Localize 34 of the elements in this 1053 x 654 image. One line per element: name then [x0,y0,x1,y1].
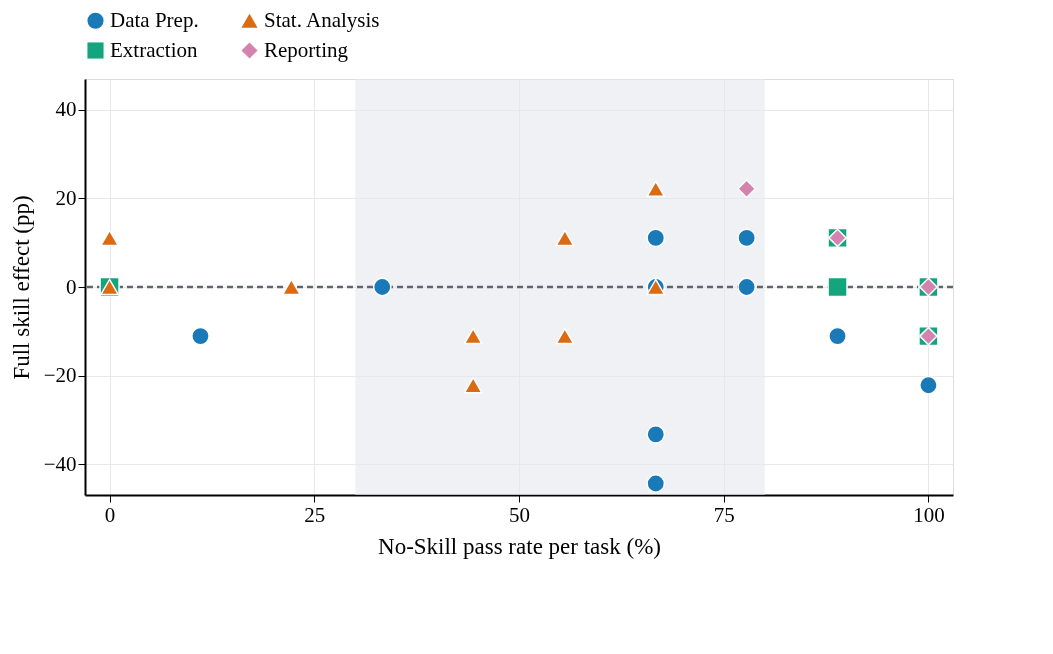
point [555,327,575,345]
legend-label: Data Prep. [110,7,199,32]
x-tick-label: 100 [913,502,945,527]
y-tick-label: 0 [66,274,77,299]
x-tick-label: 50 [509,502,530,527]
point [281,278,301,296]
x-tick-label: 75 [713,502,735,527]
point [919,375,938,395]
point [555,229,575,247]
point [646,474,666,493]
point [100,229,119,247]
point [828,326,847,346]
point [372,277,392,297]
legend-label: Stat. Analysis [264,7,380,32]
point [646,228,666,248]
point [827,276,848,298]
legend-label: Extraction [110,37,198,62]
point [191,326,210,346]
y-tick-label: −20 [43,363,77,388]
x-tick-label: 0 [104,502,116,527]
y-tick-label: −40 [43,451,77,476]
y-tick-label: 40 [55,97,77,122]
y-tick-label: 20 [55,185,77,210]
point [463,327,483,345]
point [737,179,757,199]
point [646,424,666,444]
x-tick-label: 25 [304,502,326,527]
y-axis-title: Full skill effect (pp) [8,195,34,380]
point [737,277,757,297]
x-axis-title: No-Skill pass rate per task (%) [378,533,661,559]
point [646,180,666,197]
legend-label: Reporting [264,37,349,62]
point [463,377,483,394]
point [737,228,757,248]
